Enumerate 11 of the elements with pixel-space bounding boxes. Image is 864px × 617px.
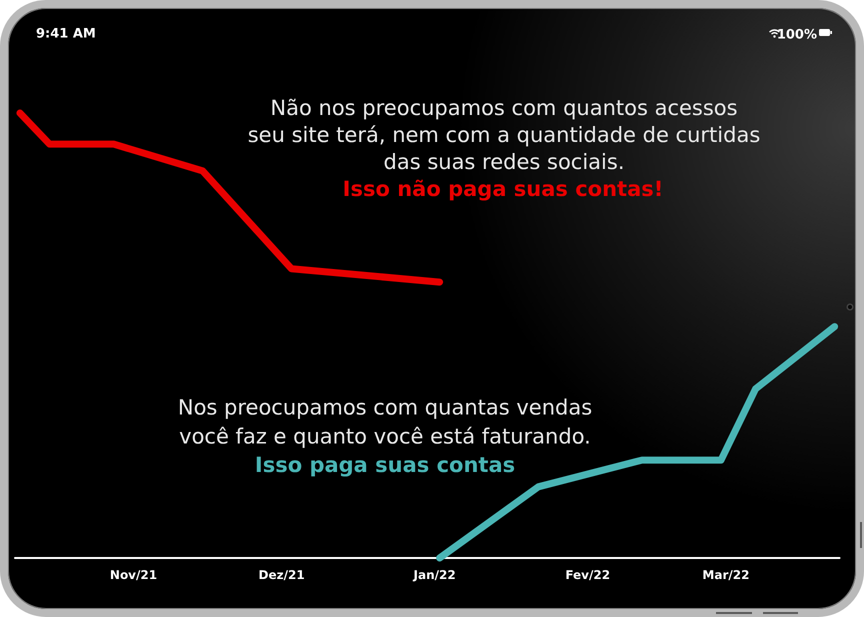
text: 9:41 AM [36, 26, 96, 42]
annotation: Nos preocupamos com quantas vendas você faz e quanto você está faturando. [178, 396, 592, 448]
text: 100% [776, 28, 817, 42]
annotation: Não nos preocupamos com quantos acessos seu site terá, nem com a quantidade de curtidas das suas redes sociais. [248, 96, 760, 174]
x-tick-label: Jan/22 [412, 568, 456, 582]
x-tick-label: Mar/22 [702, 568, 750, 582]
x-tick-label: Dez/21 [258, 568, 305, 582]
annotation: Isso paga suas contas [254, 453, 516, 477]
x-tick-label: Fev/22 [565, 568, 610, 582]
x-tick-label: Nov/21 [110, 568, 158, 582]
annotation: Isso não paga suas contas! [342, 177, 664, 201]
